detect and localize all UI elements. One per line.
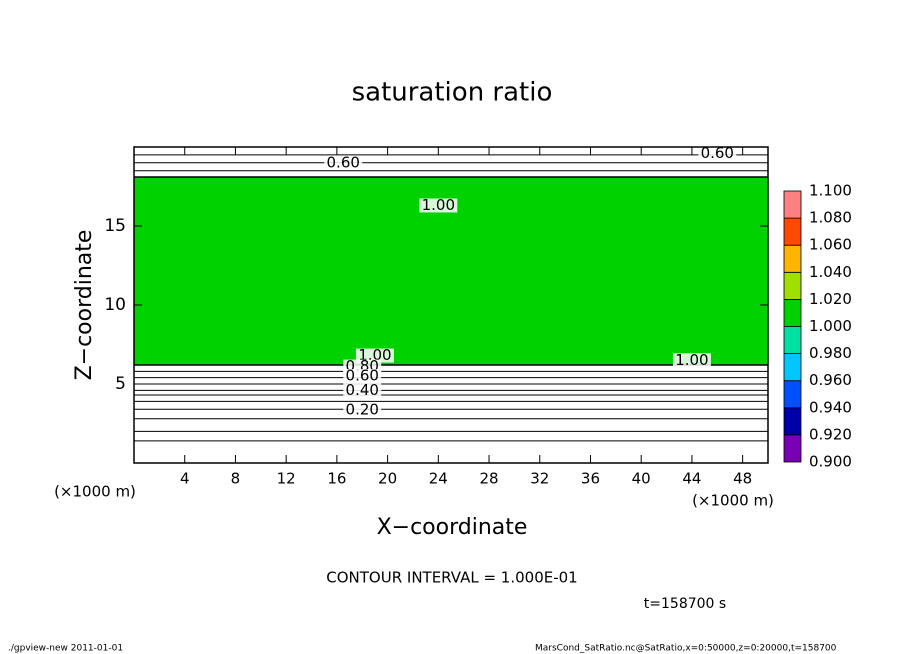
- colorbar-swatch: [783, 326, 802, 355]
- y-tick-label: 15: [104, 216, 126, 236]
- x-axis-label: X−coordinate: [377, 515, 528, 540]
- colorbar-tick-label: 1.040: [809, 263, 852, 281]
- y-tick-label: 5: [115, 374, 126, 394]
- x-tick-label: 4: [180, 470, 190, 488]
- x-tick-label: 28: [479, 470, 498, 488]
- x-tick-label: 16: [327, 470, 346, 488]
- contour-label-bg: [343, 403, 382, 418]
- chart-title: saturation ratio: [352, 78, 553, 108]
- footer-right: MarsCond_SatRatio.nc@SatRatio,x=0:50000,…: [535, 644, 837, 654]
- contour-label-bg: [343, 383, 382, 398]
- x-tick-label: 12: [277, 470, 296, 488]
- x-tick-label: 36: [581, 470, 600, 488]
- colorbar-tick-label: 1.060: [809, 236, 852, 254]
- footer-left: ./gpview-new 2011-01-01: [8, 644, 123, 654]
- contour-label: 1.00: [675, 351, 708, 369]
- y-axis-label: Z−coordinate: [72, 230, 97, 381]
- contour-label: 1.00: [358, 346, 391, 364]
- x-tick-label: 32: [530, 470, 549, 488]
- contour-interval: CONTOUR INTERVAL = 1.000E-01: [326, 569, 577, 587]
- x-unit: (×1000 m): [692, 492, 774, 510]
- contour-label-bg: [343, 369, 382, 384]
- contour-label-bg: [672, 353, 711, 368]
- contour-label: 0.60: [346, 367, 379, 385]
- x-tick-label: 8: [231, 470, 241, 488]
- contour-label: 0.60: [701, 144, 734, 162]
- colorbar-swatch: [783, 271, 802, 300]
- colorbar-tick-label: 0.960: [809, 371, 852, 389]
- time-label: t=158700 s: [644, 596, 726, 612]
- y-unit: (×1000 m): [54, 483, 136, 501]
- colorbar-tick-label: 0.900: [809, 453, 852, 471]
- contour-label-bg: [698, 146, 737, 161]
- colorbar-tick-label: 0.920: [809, 425, 852, 443]
- colorbar-swatch: [783, 190, 802, 219]
- colorbar-tick-label: 1.080: [809, 209, 852, 227]
- colorbar-tick-label: 0.940: [809, 398, 852, 416]
- colorbar-swatch: [783, 407, 802, 436]
- colorbar-tick-label: 1.020: [809, 290, 852, 308]
- x-tick-label: 44: [682, 470, 701, 488]
- contour-label: 0.60: [327, 153, 360, 171]
- colorbar-swatch: [783, 244, 802, 273]
- contour-label: 0.20: [346, 401, 379, 419]
- x-tick-label: 48: [733, 470, 752, 488]
- colorbar-swatch: [783, 434, 802, 463]
- contour-label-bg: [419, 198, 458, 213]
- x-tick-label: 24: [429, 470, 448, 488]
- colorbar-swatch: [783, 353, 802, 382]
- colorbar-swatch: [783, 217, 802, 246]
- contour-label-bg: [324, 155, 363, 170]
- contour-label-bg: [355, 348, 394, 363]
- colorbar-swatch: [783, 298, 802, 327]
- contour-label: 0.40: [346, 381, 379, 399]
- colorbar-tick-label: 0.980: [809, 344, 852, 362]
- contour-label: 1.00: [422, 196, 455, 214]
- colorbar-swatch: [783, 380, 802, 409]
- y-tick-label: 10: [104, 295, 126, 315]
- colorbar-tick-label: 1.100: [809, 182, 852, 200]
- x-tick-label: 40: [632, 470, 651, 488]
- x-tick-label: 20: [378, 470, 397, 488]
- colorbar-tick-label: 1.000: [809, 317, 852, 335]
